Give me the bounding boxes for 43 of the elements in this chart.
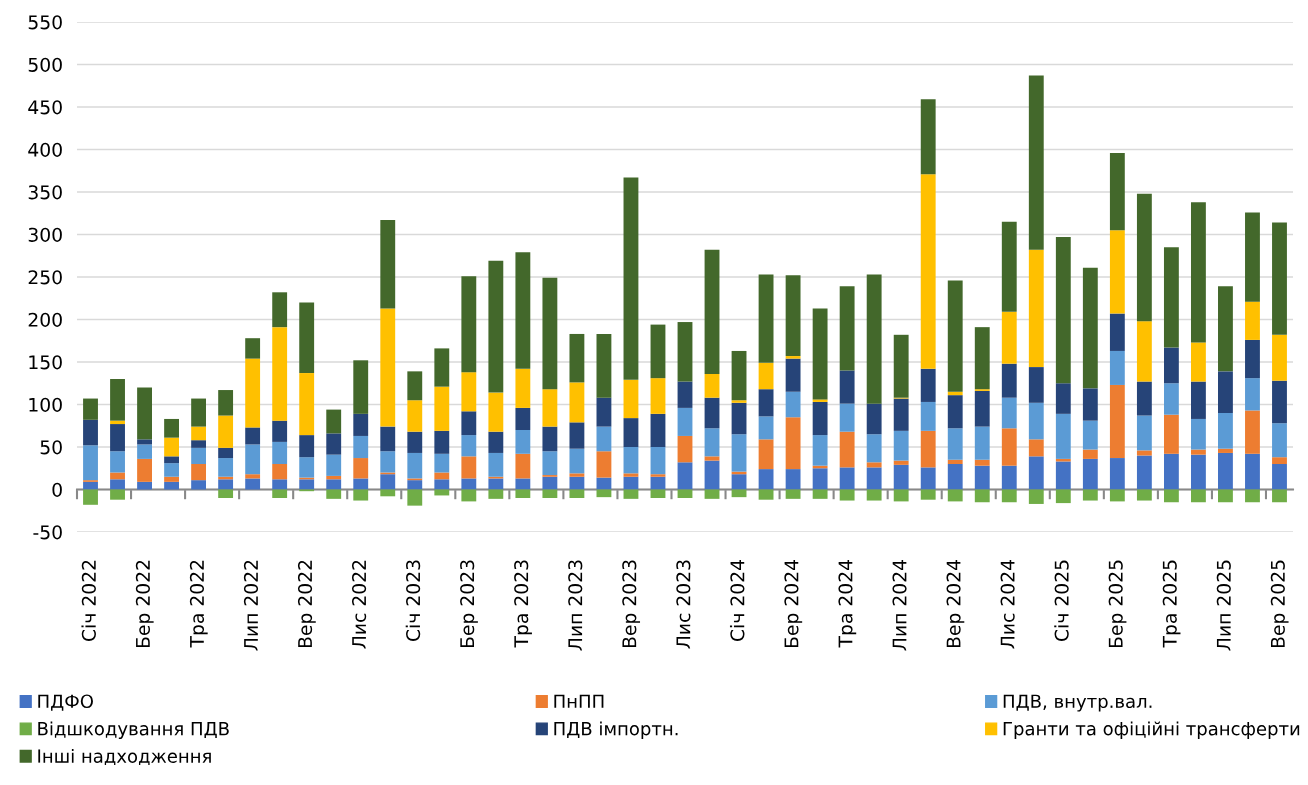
x-tick-label: Вер 2023 [622,560,641,648]
legend-label: Відшкодування ПДВ [38,721,229,739]
legend-label: ПДВ, внутр.вал. [1003,694,1152,712]
x-tick-label: Тра 2025 [1162,560,1181,648]
y-tick-label: 450 [28,100,62,115]
legend-label: Гранти та офіційні трансферти [1003,721,1300,739]
x-tick-label: Тра 2022 [189,560,208,648]
legend-label: ПДФО [38,694,93,711]
legend-label: ПнПП [554,694,604,708]
y-tick-label: 250 [28,270,62,285]
y-tick-label: 350 [28,185,62,200]
y-tick-label: 500 [28,57,62,72]
y-tick-label: 400 [28,142,62,157]
x-tick-label: Вер 2024 [946,560,965,648]
x-tick-label: Лип 2023 [568,560,583,651]
y-tick-label: 200 [28,312,62,327]
x-tick-label: Вер 2025 [1270,560,1289,648]
x-tick-label: Тра 2023 [514,560,532,648]
x-tick-label: Січ 2024 [729,560,745,641]
x-tick-label: Лип 2022 [243,560,259,651]
x-tick-label: Бер 2024 [784,560,803,648]
x-tick-label: Вер 2022 [297,560,316,648]
x-tick-label: Січ 2025 [1054,560,1069,641]
y-tick-label: 50 [40,440,62,455]
x-tick-label: Бер 2022 [135,560,154,648]
x-tick-label: Лис 2024 [1000,560,1015,649]
x-tick-label: Тра 2024 [838,560,857,648]
x-tick-label: Лис 2022 [351,560,367,649]
y-tick-label: 100 [29,397,62,412]
legend-label: ПДВ імпортн. [554,721,678,739]
x-tick-label: Січ 2022 [81,560,96,641]
x-tick-label: Лип 2025 [1216,560,1231,651]
y-tick-label: 550 [28,15,62,30]
x-tick-label: Лип 2024 [892,560,907,651]
y-tick-label: 150 [29,355,62,370]
x-tick-label: Бер 2023 [460,560,478,648]
y-tick-label: 300 [28,227,62,242]
x-tick-label: Бер 2025 [1108,560,1127,648]
y-tick-label: -50 [33,525,62,540]
x-tick-label: Лис 2023 [676,560,691,649]
legend-label: Інші надходження [38,748,211,766]
y-tick-label: 0 [52,482,62,497]
x-tick-label: Січ 2023 [405,560,421,641]
